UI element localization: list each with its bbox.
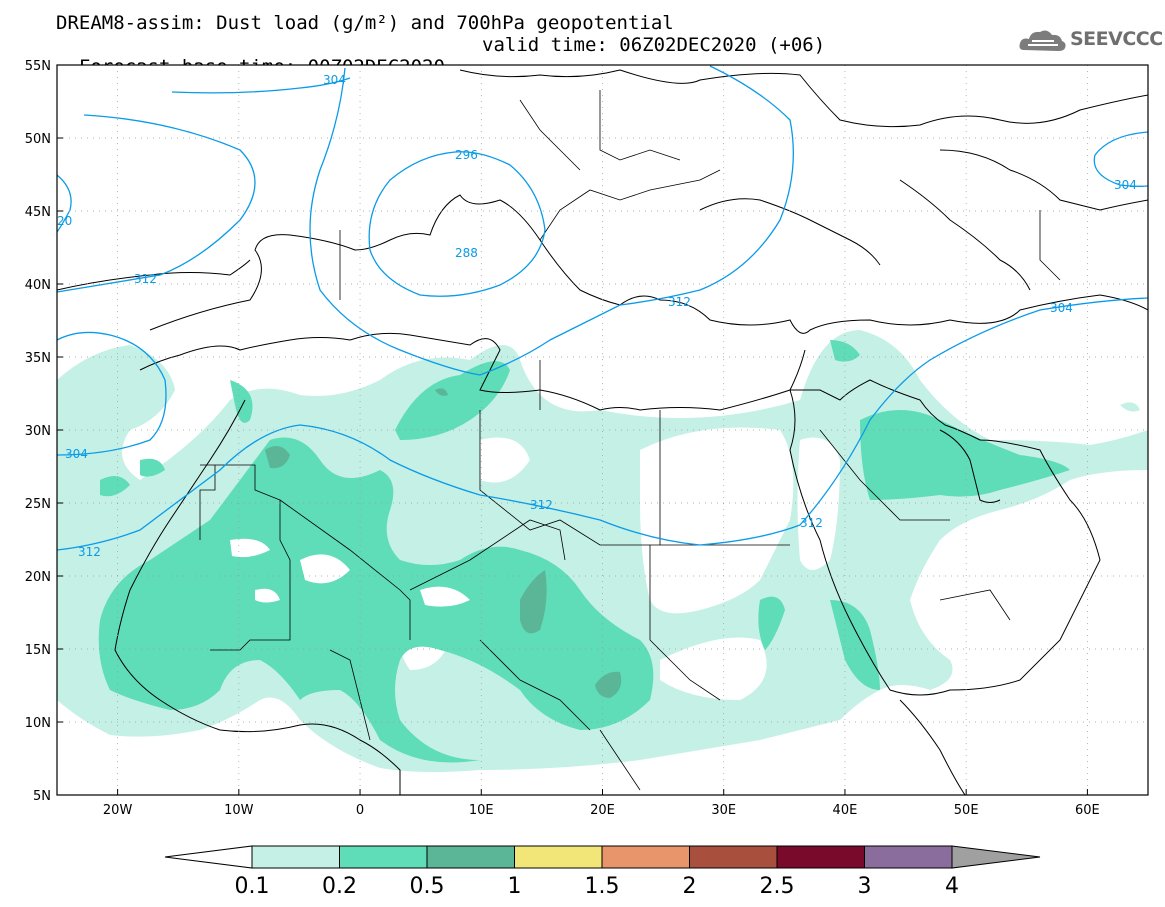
lat-tick-label: 55N	[25, 59, 51, 74]
lat-tick-label: 20N	[25, 570, 51, 585]
contour-label: 304	[65, 447, 88, 461]
coastlines	[57, 69, 1148, 795]
lat-tick-label: 45N	[25, 205, 51, 220]
lon-tick-label: 40E	[833, 803, 858, 818]
colorbar-label: 1.5	[585, 874, 620, 899]
dust-level-0.2	[98, 340, 1070, 763]
lat-tick-label: 50N	[25, 132, 51, 147]
lon-tick-label: 10E	[469, 803, 494, 818]
longitude-labels: 20W 10W 0 10E 20E 30E 40E 50E 60E	[103, 789, 1100, 818]
contour-label: 288	[455, 246, 478, 260]
contour-label: 296	[455, 148, 478, 162]
chart-title: DREAM8-assim: Dust load (g/m²) and 700hP…	[56, 12, 674, 34]
contour-label: 20	[57, 214, 72, 228]
contour-label: 312	[530, 498, 553, 512]
colorbar-label: 0.2	[322, 874, 357, 899]
colorbar-label: 3	[858, 874, 872, 899]
seevccc-logo: SEEVCCC	[1018, 24, 1163, 58]
contour-label: 304	[1114, 178, 1137, 192]
colorbar-swatch	[689, 845, 778, 869]
colorbar-label: 4	[945, 874, 959, 899]
contour-label: 312	[800, 516, 823, 530]
colorbar-label: 1	[508, 874, 522, 899]
country-borders	[199, 90, 1061, 791]
lat-tick-label: 30N	[25, 424, 51, 439]
cloud-icon	[1019, 30, 1066, 51]
lat-tick-label: 15N	[25, 643, 51, 658]
valid-time: valid time: 06Z02DEC2020 (+06)	[482, 34, 826, 56]
colorbar-over-triangle	[951, 845, 1041, 869]
dust-level-0.5	[265, 388, 622, 698]
colorbar-label: 2.5	[760, 874, 795, 899]
lat-tick-label: 40N	[25, 278, 51, 293]
lon-tick-label: 0	[356, 803, 364, 818]
lon-tick-label: 20W	[103, 803, 133, 818]
colorbar-swatch	[251, 845, 340, 869]
lon-tick-label: 60E	[1075, 803, 1100, 818]
lon-tick-label: 10W	[224, 803, 254, 818]
geopotential-contours	[57, 65, 1148, 551]
lat-tick-label: 10N	[25, 716, 51, 731]
colorbar-label: 0.1	[235, 874, 270, 899]
colorbar-label: 2	[683, 874, 697, 899]
colorbar-swatch	[514, 845, 603, 869]
dust-inner-gaps	[230, 538, 470, 607]
colorbar-swatch	[601, 845, 690, 869]
logo-text: SEEVCCC	[1070, 28, 1163, 50]
colorbar-swatch	[339, 845, 428, 869]
contour-labels: 304 296 288 312 312 304 312 312 312 304 …	[57, 73, 1137, 559]
lon-tick-label: 20E	[590, 803, 615, 818]
latitude-labels: 55N 50N 45N 40N 35N 30N 25N 20N 15N 10N 5N	[25, 59, 63, 804]
colorbar-under-triangle	[164, 845, 253, 869]
contour-label: 312	[668, 295, 691, 309]
lat-tick-label: 5N	[33, 789, 51, 804]
lat-tick-label: 25N	[25, 497, 51, 512]
colorbar-label: 0.5	[410, 874, 445, 899]
contour-label: 304	[323, 73, 346, 87]
contour-label: 312	[134, 272, 157, 286]
contour-label: 312	[78, 545, 101, 559]
colorbar-swatch	[426, 845, 515, 869]
lon-tick-label: 50E	[954, 803, 979, 818]
colorbar-swatch	[776, 845, 865, 869]
lat-tick-label: 35N	[25, 351, 51, 366]
lon-tick-label: 30E	[711, 803, 736, 818]
colorbar-swatch	[864, 845, 953, 869]
contour-label: 304	[1050, 301, 1073, 315]
